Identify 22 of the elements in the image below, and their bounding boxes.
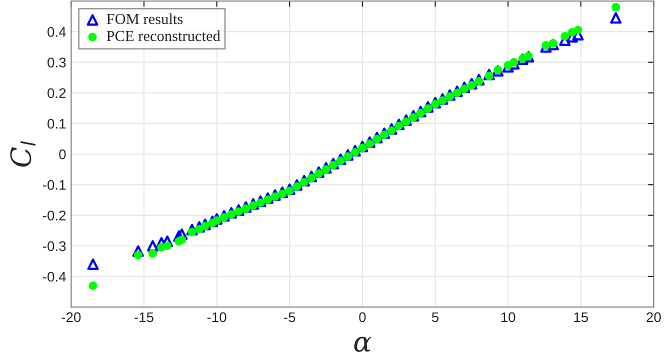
y-tick-label: -0.1	[42, 180, 66, 190]
legend-label: FOM results	[106, 13, 183, 24]
y-axis-title: C$_{l}$	[10, 141, 36, 167]
x-tick-label: 5	[432, 312, 439, 322]
y-tick-label: -0.2	[42, 210, 66, 220]
y-tick-label: 0.1	[48, 118, 66, 129]
y-tick-label: 0.2	[48, 88, 66, 98]
x-tick-label: 0	[359, 312, 366, 322]
x-tick-label: -15	[134, 312, 154, 322]
y-tick-label: -0.3	[42, 241, 66, 252]
x-tick-label: -5	[284, 312, 296, 322]
y-tick-label: 0.3	[48, 58, 66, 68]
y-tick-label: 0.4	[48, 27, 66, 37]
x-tick-label: -20	[62, 312, 81, 322]
legend-label: PCE reconstructed	[106, 30, 220, 42]
x-tick-label: 10	[501, 312, 516, 322]
x-tick-label: 15	[574, 312, 588, 322]
x-tick-label: 20	[646, 312, 661, 322]
y-tick-label: -0.4	[42, 272, 66, 282]
x-tick-label: -10	[207, 312, 226, 322]
y-tick-label: 0	[59, 149, 66, 160]
x-axis-title: α	[354, 336, 372, 352]
